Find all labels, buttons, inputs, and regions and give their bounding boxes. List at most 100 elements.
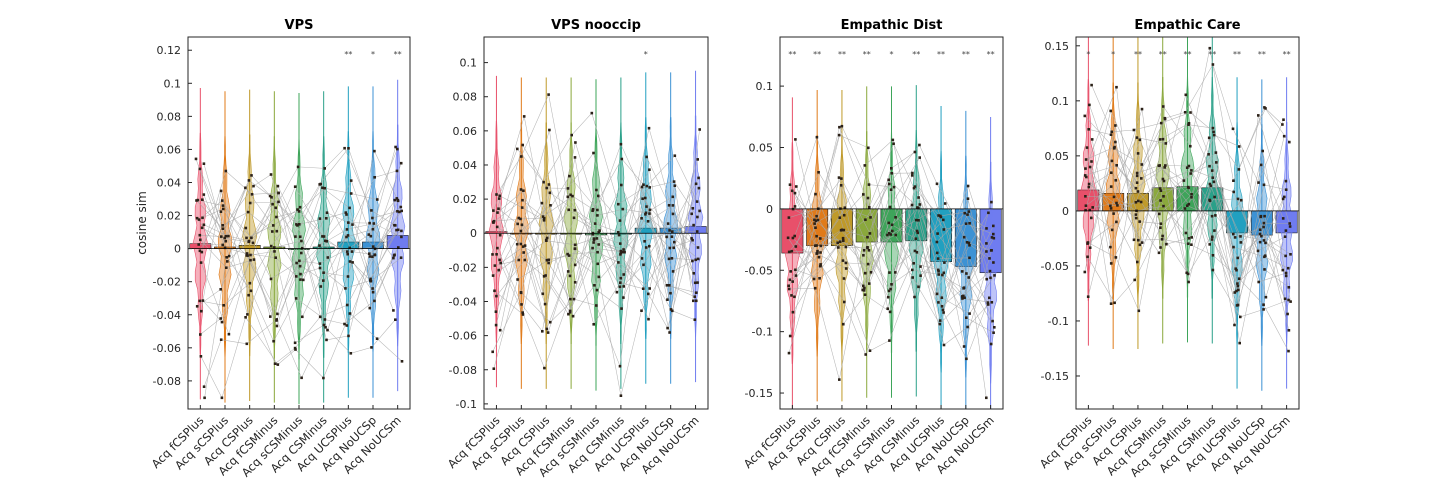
subject-point — [1210, 169, 1214, 172]
subject-point — [985, 250, 988, 253]
y-tick-label: 0.1 — [164, 77, 182, 90]
subject-point — [293, 185, 297, 188]
subject-point — [299, 272, 302, 276]
subject-point — [271, 230, 274, 233]
subject-point — [393, 198, 396, 202]
subject-point — [819, 244, 823, 248]
subject-point — [913, 185, 917, 188]
subject-point — [692, 299, 695, 303]
subject-point — [1187, 202, 1191, 206]
subject-point — [1163, 116, 1167, 120]
subject-point — [1213, 229, 1216, 232]
subject-point — [1236, 284, 1240, 288]
subject-point — [1207, 153, 1210, 156]
subject-point — [545, 327, 549, 331]
subject-point — [1257, 114, 1260, 117]
subject-point — [862, 254, 865, 257]
subject-point — [988, 257, 991, 260]
subject-point — [617, 261, 620, 264]
subject-point — [1090, 216, 1093, 220]
subject-point — [522, 251, 525, 254]
subject-point — [325, 240, 328, 243]
subject-point — [221, 227, 225, 230]
subject-point — [349, 179, 353, 182]
subject-point — [918, 143, 921, 147]
y-tick-label: -0.08 — [153, 375, 181, 388]
subject-point — [622, 273, 625, 276]
subject-point — [227, 332, 231, 336]
subject-point — [541, 330, 544, 333]
subject-point — [300, 376, 303, 380]
subject-point — [962, 345, 966, 348]
subject-point — [1190, 243, 1193, 246]
subject-point — [1159, 246, 1162, 249]
y-tick-label: 0.04 — [453, 159, 478, 172]
subject-point — [497, 207, 500, 210]
subject-point — [648, 244, 651, 248]
subject-point — [1113, 145, 1116, 149]
subject-point — [867, 183, 871, 186]
subject-point — [1090, 160, 1093, 163]
subject-point — [322, 235, 326, 238]
subject-point — [293, 346, 297, 350]
subject-point — [672, 180, 676, 183]
subject-point — [690, 237, 693, 240]
subject-point — [346, 250, 349, 253]
subject-point — [1208, 182, 1212, 186]
subject-point — [1263, 268, 1266, 271]
subject-point — [990, 236, 994, 239]
subject-point — [1116, 204, 1119, 207]
subject-point — [793, 191, 797, 195]
sig-marker: ** — [1184, 50, 1192, 59]
subject-point — [224, 239, 228, 243]
subject-point — [694, 182, 698, 186]
subject-point — [988, 269, 992, 273]
subject-point — [693, 295, 696, 298]
subject-point — [1134, 213, 1138, 216]
subject-point — [1084, 208, 1087, 212]
subject-point — [1110, 228, 1114, 232]
subject-point — [1190, 169, 1193, 172]
subject-point — [1109, 109, 1112, 113]
subject-point — [1137, 238, 1140, 242]
subject-point — [223, 236, 226, 240]
y-tick-label: 0.12 — [157, 44, 182, 57]
panel-title: VPS nooccip — [551, 18, 641, 33]
subject-point — [693, 318, 697, 321]
subject-point — [1084, 204, 1088, 207]
y-tick-label: -0.1 — [752, 326, 773, 339]
subject-point — [1236, 282, 1239, 285]
y-tick-label: -0.06 — [449, 330, 477, 343]
subject-point — [572, 297, 576, 301]
subject-point — [968, 312, 971, 315]
subject-point — [668, 284, 671, 287]
subject-point — [1187, 237, 1191, 240]
subject-point — [1189, 144, 1192, 148]
subject-point — [1083, 114, 1087, 118]
subject-point — [368, 252, 371, 255]
subject-point — [1283, 235, 1287, 238]
subject-point — [1187, 123, 1190, 126]
subject-point — [813, 218, 816, 222]
subject-point — [841, 259, 845, 262]
subject-point — [597, 194, 600, 198]
subject-point — [548, 128, 551, 132]
subject-point — [671, 195, 675, 199]
subject-point — [200, 226, 204, 230]
panel-3: ** ** ** ** * ** ** ** **-0.15-0.1-0.0500.050.1A… — [741, 18, 1004, 480]
subject-point — [1239, 235, 1242, 238]
subject-point — [936, 232, 939, 235]
subject-point — [864, 353, 867, 356]
subject-point — [894, 271, 897, 274]
subject-point — [942, 218, 945, 222]
subject-point — [1164, 142, 1168, 145]
subject-point — [1264, 107, 1267, 110]
y-tick-label: 0.1 — [756, 80, 774, 93]
subject-point — [1158, 164, 1161, 167]
subject-point — [345, 228, 349, 231]
y-tick-label: 0.05 — [1045, 150, 1070, 163]
subject-point — [596, 262, 600, 266]
subject-point — [375, 337, 379, 340]
subject-point — [269, 173, 273, 176]
subject-point — [691, 259, 694, 263]
